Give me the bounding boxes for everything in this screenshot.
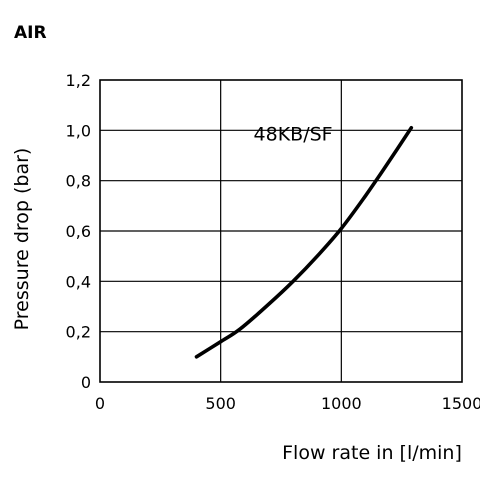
y-tick-label: 0 [81, 373, 91, 392]
x-tick-label: 1500 [442, 394, 480, 413]
y-tick-label: 1,2 [66, 71, 91, 90]
series-annotation: 48KB/SF [254, 123, 333, 145]
y-tick-label: 1,0 [66, 121, 91, 140]
plot-frame [99, 79, 463, 383]
y-tick-label: 0,8 [66, 172, 91, 191]
y-tick-label: 0,2 [66, 323, 91, 342]
y-tick-labels: 0 0,2 0,4 0,6 0,8 1,0 1,2 [66, 71, 91, 392]
chart-title: AIR [14, 23, 47, 43]
y-axis-label: Pressure drop (bar) [11, 148, 33, 331]
x-tick-label: 1000 [321, 394, 362, 413]
x-tick-label: 0 [95, 394, 105, 413]
y-tick-label: 0,6 [66, 222, 91, 241]
x-axis-label: Flow rate in [l/min] [282, 442, 462, 464]
x-tick-labels: 0 500 1000 1500 [95, 394, 480, 413]
series-lines [194, 126, 414, 359]
series-line-0 [194, 126, 414, 359]
x-tick-label: 500 [205, 394, 236, 413]
y-tick-label: 0,4 [66, 272, 91, 291]
grid [100, 80, 462, 382]
